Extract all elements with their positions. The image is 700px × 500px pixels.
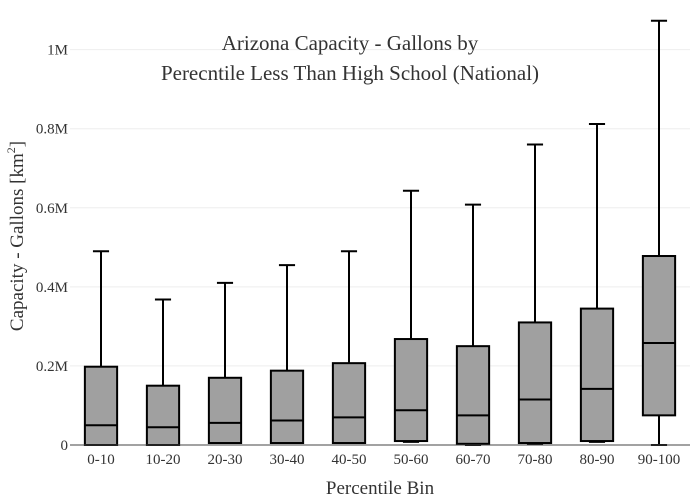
box-80-90 (579, 122, 615, 443)
y-axis-unit-open: [ (7, 178, 28, 189)
iqr-box (331, 362, 367, 445)
x-tick-label: 80-90 (580, 452, 615, 468)
x-tick-labels: 0-10 10-20 20-30 30-40 40-50 50-60 60-70 70-80 8… (87, 452, 680, 468)
y-axis-unit-base: km (7, 153, 28, 178)
y-axis-unit-close: ] (7, 141, 28, 147)
iqr-box (393, 338, 429, 443)
chart-title-line-1: Arizona Capacity - Gallons by (222, 31, 479, 55)
iqr-box (269, 369, 305, 445)
box-50-60 (393, 189, 429, 443)
x-tick-label: 20-30 (208, 452, 243, 468)
box-60-70 (455, 203, 491, 446)
box-0-10 (83, 250, 119, 447)
x-tick-label: 90-100 (638, 452, 681, 468)
box-90-100 (641, 19, 677, 446)
box-10-20 (145, 298, 181, 447)
boxes (83, 19, 677, 447)
y-tick-labels: 0 0.2M 0.4M 0.6M 0.8M 1M (36, 43, 68, 454)
x-tick-label: 60-70 (456, 452, 491, 468)
chart-title-line-2: Perecntile Less Than High School (Nation… (161, 61, 539, 85)
iqr-box (641, 255, 677, 417)
iqr-box (207, 376, 243, 445)
iqr-box (579, 307, 615, 443)
y-tick-label: 0.4M (36, 280, 68, 296)
iqr-box (455, 345, 491, 445)
y-tick-label: 0.6M (36, 201, 68, 217)
y-axis-unit-exponent: 2 (4, 147, 18, 153)
y-axis-title: Capacity - Gallons [km2] (4, 141, 28, 331)
x-tick-label: 40-50 (332, 452, 367, 468)
x-axis-title: Percentile Bin (326, 478, 435, 499)
x-tick-label: 50-60 (394, 452, 429, 468)
box-30-40 (269, 264, 305, 445)
box-20-30 (207, 281, 243, 445)
y-tick-label: 0.8M (36, 122, 68, 138)
y-tick-label: 1M (47, 43, 68, 59)
x-tick-label: 10-20 (146, 452, 181, 468)
iqr-box (517, 321, 553, 445)
iqr-box (145, 384, 181, 447)
y-axis-title-text: Capacity - Gallons (7, 189, 28, 331)
x-tick-label: 0-10 (87, 452, 115, 468)
x-tick-label: 70-80 (518, 452, 553, 468)
iqr-box (83, 365, 119, 447)
y-tick-label: 0 (61, 438, 69, 454)
y-tick-label: 0.2M (36, 359, 68, 375)
box-40-50 (331, 250, 367, 445)
box-70-80 (517, 143, 553, 445)
x-tick-label: 30-40 (270, 452, 305, 468)
